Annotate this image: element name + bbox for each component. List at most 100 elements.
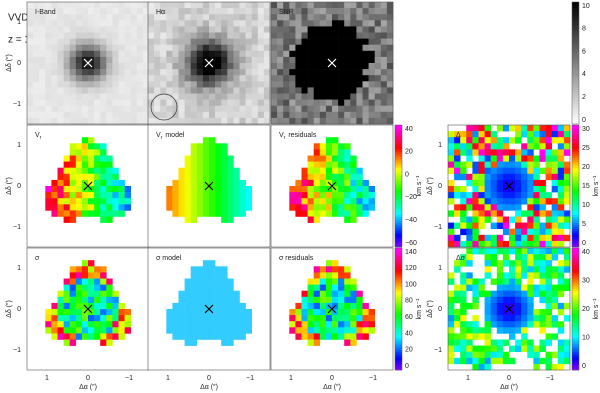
pixel <box>533 217 539 223</box>
pixel <box>448 272 454 278</box>
pixel <box>70 57 76 63</box>
pixel <box>227 168 233 174</box>
pixel <box>314 75 320 81</box>
pixel <box>197 285 203 291</box>
pixel <box>454 340 460 346</box>
pixel <box>106 186 112 192</box>
pixel <box>221 112 227 118</box>
pixel <box>308 51 314 57</box>
pixel <box>314 2 320 8</box>
pixel <box>76 8 82 14</box>
pixel <box>497 352 503 358</box>
pixel <box>227 174 233 180</box>
pixel <box>185 210 191 216</box>
pixel <box>320 327 326 333</box>
colorbar-step <box>395 190 402 192</box>
pixel <box>338 26 344 32</box>
pixel <box>125 204 131 210</box>
pixel <box>460 303 466 309</box>
pixel <box>369 186 375 192</box>
pixel <box>185 100 191 106</box>
pixel <box>148 57 154 63</box>
pixel <box>344 168 350 174</box>
pixel <box>527 260 533 266</box>
pixel <box>350 45 356 51</box>
colorbar-step <box>572 156 579 158</box>
pixel <box>70 192 76 198</box>
pixel <box>533 156 539 162</box>
colorbar-step <box>395 366 402 368</box>
pixel <box>137 75 143 81</box>
pixel <box>295 75 301 81</box>
pixel <box>338 118 344 124</box>
pixel <box>485 143 491 149</box>
pixel <box>106 87 112 93</box>
pixel <box>314 8 320 14</box>
pixel <box>460 162 466 168</box>
pixel <box>88 94 94 100</box>
pixel <box>64 327 70 333</box>
pixel <box>320 168 326 174</box>
pixel <box>350 8 356 14</box>
pixel <box>314 279 320 285</box>
pixel <box>203 112 209 118</box>
pixel <box>240 8 246 14</box>
pixel <box>320 309 326 315</box>
pixel <box>94 174 100 180</box>
pixel <box>106 75 112 81</box>
colorbar-step <box>572 71 579 73</box>
pixel <box>233 51 239 57</box>
pixel <box>215 69 221 75</box>
pixel <box>240 327 246 333</box>
map-panel: Hα <box>148 2 270 124</box>
pixel <box>472 346 478 352</box>
pixel <box>240 33 246 39</box>
pixel <box>326 204 332 210</box>
pixel <box>350 162 356 168</box>
pixel <box>271 87 277 93</box>
pixel <box>209 297 215 303</box>
pixel <box>76 106 82 112</box>
pixel <box>70 118 76 124</box>
pixel <box>302 333 308 339</box>
pixel <box>197 63 203 69</box>
pixel <box>64 100 70 106</box>
pixel <box>527 248 533 254</box>
pixel <box>472 186 478 192</box>
pixel <box>363 33 369 39</box>
pixel <box>33 33 39 39</box>
pixel <box>148 33 154 39</box>
pixel <box>264 118 270 124</box>
pixel <box>112 87 118 93</box>
pixel <box>125 2 131 8</box>
pixel <box>64 63 70 69</box>
pixel <box>119 180 125 186</box>
colorbar-step <box>395 262 402 264</box>
colorbar-step <box>572 162 579 164</box>
pixel <box>521 180 527 186</box>
pixel <box>39 20 45 26</box>
colorbar-step <box>395 295 402 297</box>
pixel <box>33 57 39 63</box>
pixel <box>88 272 94 278</box>
pixel <box>100 81 106 87</box>
pixel <box>203 45 209 51</box>
map-panel: I-Band <box>27 2 149 124</box>
pixel <box>185 291 191 297</box>
pixel <box>540 235 546 241</box>
pixel <box>82 51 88 57</box>
pixel <box>472 180 478 186</box>
pixel <box>448 156 454 162</box>
pixel <box>466 285 472 291</box>
pixel <box>154 33 160 39</box>
pixel <box>246 14 252 20</box>
x-tick-label: 1 <box>289 375 293 382</box>
pixel <box>320 186 326 192</box>
colorbar-step <box>572 6 579 8</box>
colorbar-step <box>572 184 579 186</box>
pixel <box>381 14 387 20</box>
pixel <box>166 33 172 39</box>
pixel <box>258 14 264 20</box>
pixel <box>209 118 215 124</box>
pixel <box>491 254 497 260</box>
